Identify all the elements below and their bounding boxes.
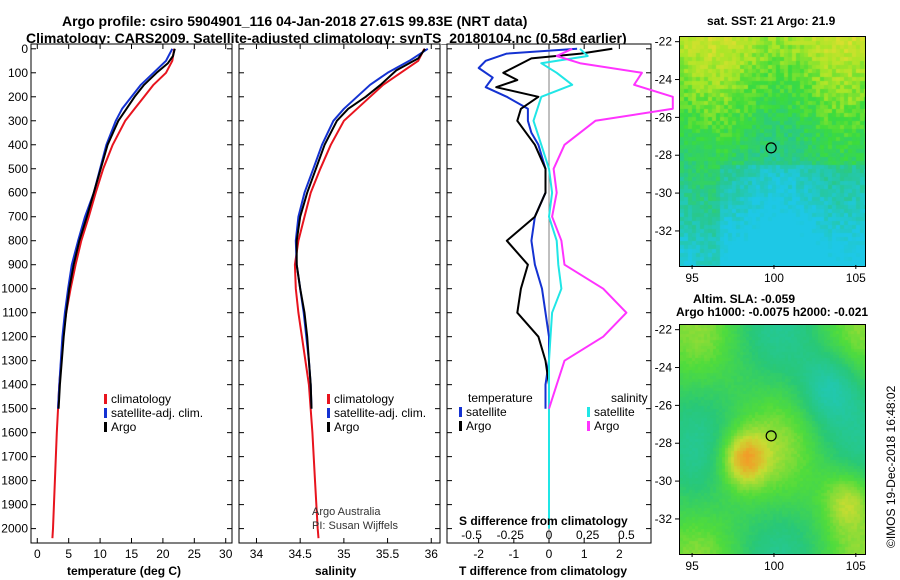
salinity-xlabel: salinity — [315, 564, 357, 578]
salinity-series-argo — [295, 48, 426, 409]
temperature-xtick-label: 5 — [65, 547, 72, 561]
s-difference-tick-label: -0.25 — [497, 528, 525, 542]
s-difference-tick-label: -0.5 — [461, 528, 482, 542]
salinity-legend-2-label: Argo — [334, 420, 360, 434]
s-difference-tick-label: 0 — [546, 528, 553, 542]
salinity-panel: 34 34.5 35 35.5 36 climatologysatellite-adj. … — [238, 43, 441, 561]
salinity-xtick-label: 35.5 — [376, 547, 400, 561]
temperature-legend-satellite-label: satellite — [466, 405, 507, 419]
t-difference-xlabel: T difference from climatology — [459, 564, 628, 578]
depth-tick-label: 1900 — [1, 498, 28, 512]
depth-tick-label: 2000 — [1, 522, 28, 536]
salinity-legend-satellite-swatch — [587, 407, 590, 417]
temperature-series-argo — [57, 48, 176, 409]
temperature-legend-satellite-swatch — [459, 407, 462, 417]
temperature-xlabel: temperature (deg C) — [67, 564, 182, 578]
temperature-legend-2-swatch — [104, 422, 107, 432]
depth-tick-label: 500 — [8, 162, 28, 176]
depth-tick-label: 1500 — [1, 402, 28, 416]
depth-tick-label: 1200 — [1, 330, 28, 344]
salinity-legend-1-label: satellite-adj. clim. — [334, 406, 426, 420]
salinity-xtick-label: 35 — [337, 547, 351, 561]
temperature-xtick-label: 0 — [34, 547, 41, 561]
depth-tick-label: 1400 — [1, 378, 28, 392]
depth-tick-label: 400 — [8, 138, 28, 152]
temperature-panel: 0100200300400500600700800900100011001200… — [1, 42, 232, 561]
depth-tick-label: 1300 — [1, 354, 28, 368]
temperature-xtick-label: 30 — [219, 547, 233, 561]
difference-xtick-label: 2 — [616, 547, 623, 561]
s-difference-xlabel: S difference from climatology — [459, 514, 628, 528]
difference-xtick-label: 0 — [546, 547, 553, 561]
sla-map — [679, 324, 866, 555]
temperature-legend-0-swatch — [104, 394, 107, 404]
depth-tick-label: 200 — [8, 90, 28, 104]
temperature-xtick-label: 25 — [188, 547, 202, 561]
difference-series-s-satellite — [532, 48, 589, 529]
pi-note: PI: Susan Wijffels — [312, 520, 398, 532]
depth-tick-label: 100 — [8, 66, 28, 80]
temperature-legend-0-label: climatology — [111, 392, 171, 406]
temperature-xtick-label: 15 — [125, 547, 139, 561]
s-difference-tick-label: 0.25 — [576, 528, 600, 542]
depth-tick-label: 800 — [8, 234, 28, 248]
salinity-xtick-label: 34 — [250, 547, 264, 561]
salinity-legend-0-swatch — [327, 394, 330, 404]
sst-map — [679, 36, 866, 267]
difference-xtick-label: -2 — [473, 547, 484, 561]
depth-tick-label: 1800 — [1, 474, 28, 488]
salinity-legend-argo-swatch — [587, 421, 590, 431]
difference-panel: -2 -1 0 1 2-0.5 -0.25 0 0.25 0.5temperaturesatel… — [446, 43, 674, 561]
salinity-legend-2-swatch — [327, 422, 330, 432]
depth-tick-label: 300 — [8, 114, 28, 128]
depth-tick-label: 1000 — [1, 282, 28, 296]
temperature-plot-frame — [30, 43, 233, 544]
s-difference-tick-label: 0.5 — [618, 528, 635, 542]
sla-map-title: Altim. SLA: -0.059 — [693, 292, 796, 306]
temperature-legend-1-swatch — [104, 408, 107, 418]
depth-tick-label: 600 — [8, 186, 28, 200]
sst-map-canvas — [680, 37, 865, 266]
difference-series-t-satellite — [477, 47, 578, 409]
temperature-legend-1-label: satellite-adj. clim. — [111, 406, 203, 420]
depth-tick-label: 900 — [8, 258, 28, 272]
depth-tick-label: 1100 — [2, 306, 28, 320]
temperature-legend-2-label: Argo — [111, 420, 137, 434]
salinity-legend-argo-label: Argo — [594, 419, 620, 433]
difference-series-s-argo — [548, 47, 674, 410]
imos-stamp: ©IMOS 19-Dec-2018 16:48:02 — [884, 385, 898, 548]
sla-map-canvas — [680, 325, 865, 554]
salinity-xtick-label: 36 — [425, 547, 439, 561]
temperature-legend-argo-label: Argo — [466, 419, 492, 433]
depth-tick-label: 1700 — [1, 450, 28, 464]
sst-map-title: sat. SST: 21 Argo: 21.9 — [707, 14, 836, 28]
depth-tick-label: 1600 — [1, 426, 28, 440]
salinity-legend-satellite-label: satellite — [594, 405, 635, 419]
difference-xtick-label: 1 — [581, 547, 588, 561]
figure-title-line1: Argo profile: csiro 5904901_116 04-Jan-2… — [62, 13, 528, 29]
depth-tick-label: 700 — [8, 210, 28, 224]
salinity-legend-1-swatch — [327, 408, 330, 418]
sla-map-subtitle: Argo h1000: -0.0075 h2000: -0.021 — [676, 305, 869, 319]
difference-series-t-argo — [495, 47, 613, 409]
salinity-xtick-label: 34.5 — [288, 547, 312, 561]
argo-australia-note: Argo Australia — [312, 506, 381, 518]
difference-xtick-label: -1 — [508, 547, 519, 561]
salinity-legend-title: salinity — [611, 391, 648, 405]
salinity-legend-0-label: climatology — [334, 392, 394, 406]
temperature-xtick-label: 10 — [93, 547, 107, 561]
figure-title-line2: Climatology: CARS2009. Satellite-adjuste… — [26, 30, 627, 46]
temperature-xtick-label: 20 — [156, 547, 170, 561]
temperature-series-climatology — [51, 48, 176, 539]
salinity-plot-frame — [238, 43, 441, 544]
temperature-legend-title: temperature — [468, 391, 533, 405]
depth-tick-label: 0 — [21, 42, 28, 56]
temperature-legend-argo-swatch — [459, 421, 462, 431]
